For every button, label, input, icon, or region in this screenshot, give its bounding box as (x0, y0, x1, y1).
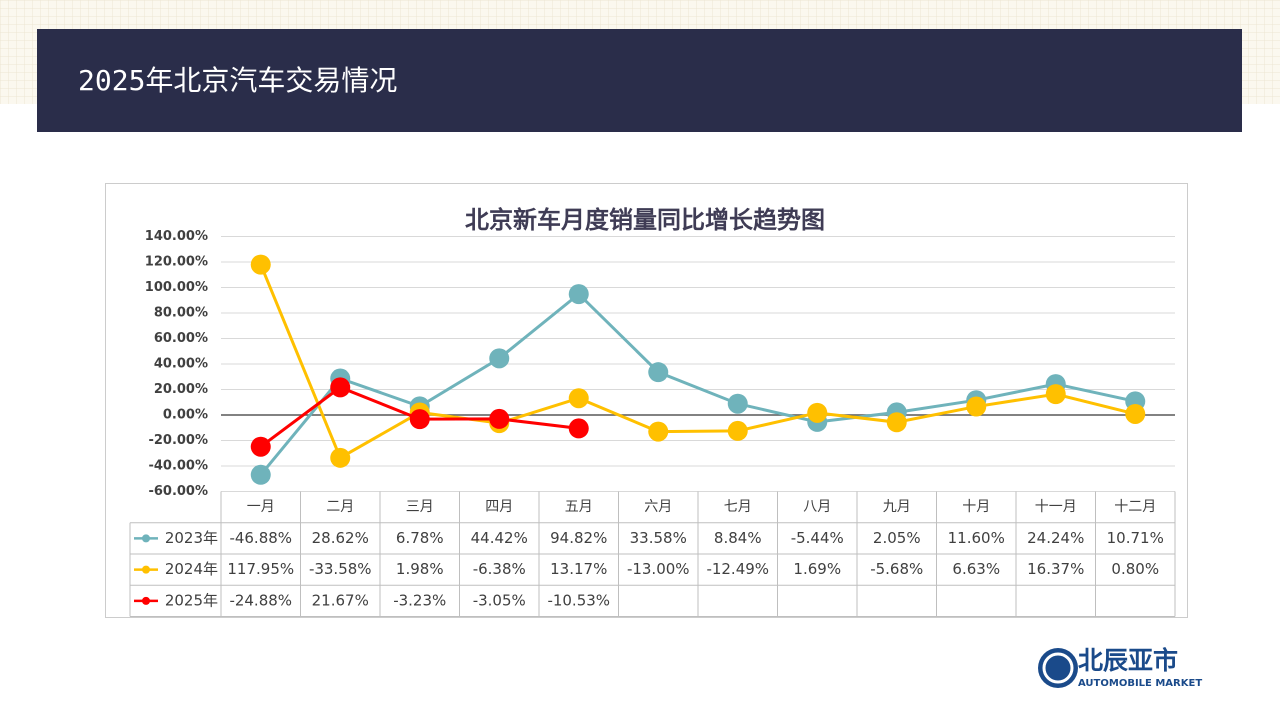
y-tick-label: -60.00% (148, 484, 208, 499)
y-tick-label: 120.00% (145, 255, 208, 270)
chart-frame (105, 183, 1188, 618)
point (966, 396, 987, 417)
y-tick-label: 140.00% (145, 229, 208, 244)
table-cell: 0.80% (1111, 560, 1159, 578)
legend-marker (142, 565, 150, 574)
table-cell: 44.42% (471, 529, 528, 547)
table-cell: 94.82% (550, 529, 607, 547)
table-cell: 1.69% (793, 560, 841, 578)
point (250, 254, 271, 275)
logo-name: 北辰亚市 (1078, 646, 1178, 675)
table-cell: -24.88% (229, 591, 292, 609)
logo: 北辰亚市 AUTOMOBILE MARKET (1038, 646, 1202, 689)
table-cell: 21.67% (312, 591, 369, 609)
point (409, 409, 430, 430)
table-cell: 33.58% (630, 529, 687, 547)
logo-subtitle: AUTOMOBILE MARKET (1078, 678, 1202, 689)
table-cell: -13.00% (627, 560, 690, 578)
point (886, 412, 907, 433)
series-line (259, 264, 1136, 460)
point (568, 388, 589, 409)
y-tick-label: 20.00% (154, 382, 208, 397)
x-tick-label: 十月 (962, 499, 990, 515)
x-tick-label: 七月 (724, 499, 752, 515)
table-cell: -5.68% (870, 560, 923, 578)
table-cell: 2.05% (873, 529, 921, 547)
table-cell: 6.78% (396, 529, 444, 547)
y-tick-label: 0.00% (163, 408, 208, 423)
x-tick-label: 二月 (326, 499, 354, 515)
table-cell: -5.44% (791, 529, 844, 547)
x-tick-label: 五月 (565, 499, 593, 515)
point (250, 436, 271, 457)
legend-marker (142, 534, 150, 543)
point (330, 447, 351, 468)
y-tick-label: 40.00% (154, 357, 208, 372)
x-tick-label: 六月 (644, 499, 672, 515)
plot: -60.00% -40.00% -20.00% 0.00% 20.00% 40.00% 60… (129, 229, 1176, 617)
legend-label: 2025年 (165, 591, 218, 609)
header-bar (37, 29, 1242, 132)
point (489, 408, 510, 429)
legend-label: 2023年 (165, 529, 218, 547)
x-tick-label: 十一月 (1035, 499, 1077, 515)
y-tick-label: 60.00% (154, 331, 208, 346)
point (1045, 384, 1066, 405)
point (727, 393, 748, 414)
table-cell: -3.23% (393, 591, 446, 609)
logo-icon-ring (1042, 652, 1074, 684)
y-tick-label: -40.00% (148, 459, 208, 474)
point (568, 284, 589, 305)
table-cell: -33.58% (309, 560, 372, 578)
x-tick-label: 十二月 (1114, 499, 1156, 515)
legend-label: 2024年 (165, 560, 218, 578)
point (648, 362, 669, 383)
point (568, 418, 589, 439)
point (489, 348, 510, 369)
table-cell: 13.17% (550, 560, 607, 578)
table-cell: 8.84% (714, 529, 762, 547)
x-tick-label: 九月 (883, 499, 911, 515)
x-tick-label: 八月 (803, 499, 831, 515)
y-tick-label: 100.00% (145, 280, 208, 295)
point (250, 464, 271, 485)
table-cell: 6.63% (952, 560, 1000, 578)
x-tick-label: 四月 (485, 499, 513, 515)
table-cell: 24.24% (1027, 529, 1084, 547)
table-cell: 117.95% (227, 560, 294, 578)
y-tick-label: -20.00% (148, 433, 208, 448)
table-cell: -3.05% (473, 591, 526, 609)
table-cell: 1.98% (396, 560, 444, 578)
table-cell: -6.38% (473, 560, 526, 578)
point (807, 402, 828, 423)
table-cell: -10.53% (547, 591, 610, 609)
x-tick-label: 一月 (247, 499, 275, 515)
table-cell: 28.62% (312, 529, 369, 547)
table-cell: 16.37% (1027, 560, 1084, 578)
table-cell: 11.60% (948, 529, 1005, 547)
chart-title: 北京新车月度销量同比增长趋势图 (465, 206, 825, 234)
table-cell: 10.71% (1107, 529, 1164, 547)
legend-marker (142, 596, 150, 605)
point (1125, 403, 1146, 424)
point (648, 421, 669, 442)
header-title: 2025年北京汽车交易情况 (78, 64, 397, 97)
point (330, 377, 351, 398)
table-cell: -12.49% (706, 560, 769, 578)
x-tick-label: 三月 (406, 499, 434, 515)
series-line (259, 292, 1136, 476)
table-cell: -46.88% (229, 529, 292, 547)
y-tick-label: 80.00% (154, 306, 208, 321)
point (727, 420, 748, 441)
